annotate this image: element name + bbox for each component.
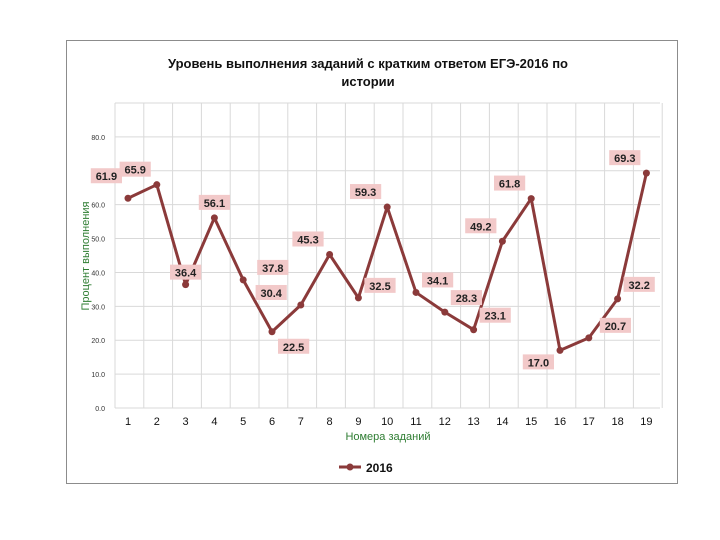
- data-label: 56.1: [204, 198, 225, 210]
- x-tick-label: 16: [554, 416, 566, 428]
- data-label-bg: [170, 264, 202, 280]
- x-tick-label: 12: [439, 416, 451, 428]
- data-label: 61.9: [96, 171, 117, 183]
- y-tick-label: 50.0: [91, 237, 105, 244]
- data-label-bg: [522, 354, 554, 370]
- x-tick-labels: 1 2 3 4 5 6 7 8 9 10 11 12 13 14 15 16 17 18 19: [125, 416, 653, 428]
- data-point: [383, 203, 391, 211]
- data-label-bg: [90, 168, 122, 184]
- x-tick-label: 3: [183, 416, 189, 428]
- data-point: [614, 295, 622, 303]
- data-label-bg: [278, 338, 310, 354]
- data-point: [527, 195, 535, 203]
- data-label: 37.8: [262, 263, 283, 275]
- data-label: 32.2: [628, 280, 649, 292]
- y-tick-label: 30.0: [91, 304, 105, 311]
- data-label-bg: [609, 150, 641, 166]
- data-label-bg: [450, 290, 482, 306]
- x-tick-label: 14: [496, 416, 508, 428]
- data-label: 49.2: [470, 221, 491, 233]
- x-tick-label: 15: [525, 416, 537, 428]
- legend-marker-2016: [346, 463, 354, 471]
- data-point: [470, 326, 478, 334]
- y-tick-label: 0.0: [95, 406, 105, 413]
- x-tick-label: 17: [583, 416, 595, 428]
- x-tick-label: 18: [611, 416, 623, 428]
- data-point: [297, 301, 305, 309]
- data-label: 32.5: [369, 281, 390, 293]
- data-label: 34.1: [427, 275, 448, 287]
- data-label: 20.7: [605, 321, 626, 333]
- chart-title-line-2: истории: [341, 74, 394, 89]
- data-label: 36.4: [175, 268, 197, 280]
- x-tick-label: 4: [211, 416, 217, 428]
- data-label: 65.9: [124, 165, 145, 177]
- series-2016: [124, 169, 650, 354]
- x-tick-label: 10: [381, 416, 393, 428]
- data-label-bg: [198, 194, 230, 210]
- x-tick-label: 6: [269, 416, 275, 428]
- data-label: 22.5: [283, 342, 304, 354]
- data-label-bg: [479, 307, 511, 323]
- data-point: [124, 194, 132, 202]
- data-point: [498, 237, 506, 245]
- data-label: 59.3: [355, 187, 376, 199]
- y-tick-label: 40.0: [91, 270, 105, 277]
- data-point: [642, 169, 650, 177]
- data-label: 69.3: [614, 153, 635, 165]
- x-tick-label: 8: [327, 416, 333, 428]
- data-label-bg: [623, 276, 655, 292]
- data-point: [239, 276, 247, 284]
- data-label: 23.1: [484, 311, 505, 323]
- data-label-bg: [364, 277, 396, 293]
- data-label-bg: [255, 284, 287, 300]
- y-axis-title: Процент выполнения: [80, 201, 92, 310]
- data-point: [210, 214, 218, 222]
- y-tick-label: 60.0: [91, 203, 105, 210]
- chart-title: Уровень выполнения заданий с кратким отв…: [168, 56, 568, 89]
- data-point: [182, 281, 190, 289]
- grid-lines: [114, 102, 663, 409]
- x-axis-title: Номера заданий: [345, 431, 430, 443]
- data-point: [268, 328, 276, 336]
- chart-title-line-1: Уровень выполнения заданий с кратким отв…: [168, 56, 568, 71]
- data-point: [412, 288, 420, 296]
- data-point: [326, 250, 334, 258]
- legend-label-2016: 2016: [366, 461, 393, 475]
- data-label-bg: [350, 184, 382, 200]
- x-tick-label: 9: [355, 416, 361, 428]
- data-label-bg: [292, 231, 324, 247]
- data-label: 17.0: [528, 357, 549, 369]
- data-point: [153, 181, 161, 189]
- x-tick-label: 19: [640, 416, 652, 428]
- data-point: [556, 346, 564, 354]
- data-label-bg: [257, 259, 289, 275]
- y-tick-label: 10.0: [91, 372, 105, 379]
- data-point: [441, 308, 449, 316]
- data-label-bg: [119, 161, 151, 177]
- legend: 2016: [339, 461, 393, 475]
- y-tick-label: 80.0: [91, 135, 105, 142]
- x-tick-label: 7: [298, 416, 304, 428]
- x-tick-label: 13: [467, 416, 479, 428]
- x-tick-label: 2: [154, 416, 160, 428]
- data-label-bg: [599, 317, 631, 333]
- data-label: 45.3: [297, 234, 318, 246]
- data-label: 61.8: [499, 179, 520, 191]
- x-tick-label: 11: [410, 416, 421, 428]
- y-tick-label: 20.0: [91, 338, 105, 345]
- data-point: [585, 334, 593, 342]
- data-label: 30.4: [260, 288, 282, 300]
- data-label: 28.3: [456, 293, 477, 305]
- data-point: [354, 294, 362, 302]
- data-label-bg: [422, 272, 454, 288]
- x-tick-label: 5: [240, 416, 246, 428]
- data-labels: 61.9 65.9 36.4 56.1 37.8 22.5 30.4 45.3 32.5 59.3…: [90, 150, 655, 370]
- data-label-bg: [494, 175, 526, 191]
- x-tick-label: 1: [125, 416, 131, 428]
- data-label-bg: [465, 218, 497, 234]
